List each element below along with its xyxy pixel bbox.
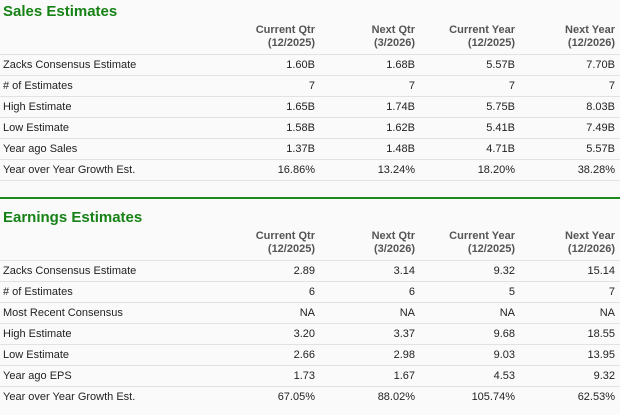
cell-value: 38.28% xyxy=(520,159,620,181)
cell-value: 1.73 xyxy=(200,365,320,387)
cell-value: 3.14 xyxy=(320,260,420,282)
table-row: Year over Year Growth Est. 67.05% 88.02%… xyxy=(0,386,620,407)
cell-value: 7.70B xyxy=(520,54,620,76)
cell-value: 67.05% xyxy=(200,386,320,407)
cell-value: 13.95 xyxy=(520,344,620,366)
earnings-estimates-title: Earnings Estimates xyxy=(3,209,143,226)
table-row: High Estimate 3.20 3.37 9.68 18.55 xyxy=(0,323,620,345)
row-label: # of Estimates xyxy=(0,75,200,97)
cell-value: 7 xyxy=(520,281,620,303)
cell-value: NA xyxy=(200,302,320,324)
table-row: # of Estimates 6 6 5 7 xyxy=(0,281,620,303)
cell-value: 1.68B xyxy=(320,54,420,76)
header-label-col xyxy=(0,24,200,55)
row-label: Year ago Sales xyxy=(0,138,200,160)
table-row: Year ago Sales 1.37B 1.48B 4.71B 5.57B xyxy=(0,138,620,160)
header-current-qtr: Current Qtr (12/2025) xyxy=(255,230,315,255)
cell-value: 2.66 xyxy=(200,344,320,366)
table-row: Low Estimate 2.66 2.98 9.03 13.95 xyxy=(0,344,620,366)
cell-value: 1.58B xyxy=(200,117,320,139)
row-label: High Estimate xyxy=(0,323,200,345)
cell-value: NA xyxy=(320,302,420,324)
earnings-estimates-table: Current Qtr (12/2025) Next Qtr (3/2026) Cu… xyxy=(0,230,620,407)
cell-value: 7.49B xyxy=(520,117,620,139)
table-row: Year ago EPS 1.73 1.67 4.53 9.32 xyxy=(0,365,620,387)
cell-value: 6 xyxy=(200,281,320,303)
table-row: # of Estimates 7 7 7 7 xyxy=(0,75,620,97)
cell-value: 1.37B xyxy=(200,138,320,160)
earnings-estimates-section: Earnings Estimates Current Qtr (12/2025) … xyxy=(0,208,620,407)
cell-value: 9.03 xyxy=(420,344,520,366)
section-divider xyxy=(0,197,620,199)
cell-value: 1.74B xyxy=(320,96,420,118)
row-label: Most Recent Consensus xyxy=(0,302,200,324)
sales-estimates-section: Sales Estimates Current Qtr (12/2025) Nex… xyxy=(0,2,620,181)
cell-value: 5.57B xyxy=(420,54,520,76)
row-label: Zacks Consensus Estimate xyxy=(0,54,200,76)
cell-value: 8.03B xyxy=(520,96,620,118)
header-next-year: Next Year (12/2026) xyxy=(565,24,615,49)
cell-value: 18.20% xyxy=(420,159,520,181)
sales-estimates-table: Current Qtr (12/2025) Next Qtr (3/2026) Cu… xyxy=(0,24,620,181)
row-label: Low Estimate xyxy=(0,117,200,139)
header-label-col xyxy=(0,230,200,261)
cell-value: 5 xyxy=(420,281,520,303)
cell-value: 1.67 xyxy=(320,365,420,387)
cell-value: 13.24% xyxy=(320,159,420,181)
cell-value: 7 xyxy=(200,75,320,97)
header-next-qtr: Next Qtr (3/2026) xyxy=(371,230,415,255)
cell-value: 6 xyxy=(320,281,420,303)
header-current-year: Current Year (12/2025) xyxy=(449,230,515,255)
table-row: Year over Year Growth Est. 16.86% 13.24%… xyxy=(0,159,620,181)
cell-value: 9.68 xyxy=(420,323,520,345)
table-row: Most Recent Consensus NA NA NA NA xyxy=(0,302,620,324)
row-label: High Estimate xyxy=(0,96,200,118)
cell-value: NA xyxy=(520,302,620,324)
row-label: Year over Year Growth Est. xyxy=(0,386,200,407)
cell-value: 1.65B xyxy=(200,96,320,118)
cell-value: 105.74% xyxy=(420,386,520,407)
row-label: Low Estimate xyxy=(0,344,200,366)
cell-value: 15.14 xyxy=(520,260,620,282)
table-row: Zacks Consensus Estimate 2.89 3.14 9.32 … xyxy=(0,260,620,282)
cell-value: 5.57B xyxy=(520,138,620,160)
row-label: Zacks Consensus Estimate xyxy=(0,260,200,282)
sales-estimates-title: Sales Estimates xyxy=(3,3,118,20)
cell-value: 2.89 xyxy=(200,260,320,282)
cell-value: 3.20 xyxy=(200,323,320,345)
cell-value: 9.32 xyxy=(520,365,620,387)
header-current-year: Current Year (12/2025) xyxy=(449,24,515,49)
cell-value: 3.37 xyxy=(320,323,420,345)
cell-value: 4.71B xyxy=(420,138,520,160)
row-label: Year over Year Growth Est. xyxy=(0,159,200,181)
cell-value: 2.98 xyxy=(320,344,420,366)
header-next-year: Next Year (12/2026) xyxy=(565,230,615,255)
cell-value: 5.41B xyxy=(420,117,520,139)
table-header-row: Current Qtr (12/2025) Next Qtr (3/2026) Cu… xyxy=(0,24,620,55)
cell-value: 9.32 xyxy=(420,260,520,282)
row-label: # of Estimates xyxy=(0,281,200,303)
cell-value: 88.02% xyxy=(320,386,420,407)
table-row: Low Estimate 1.58B 1.62B 5.41B 7.49B xyxy=(0,117,620,139)
cell-value: 1.60B xyxy=(200,54,320,76)
cell-value: 5.75B xyxy=(420,96,520,118)
cell-value: 1.48B xyxy=(320,138,420,160)
cell-value: 16.86% xyxy=(200,159,320,181)
table-header-row: Current Qtr (12/2025) Next Qtr (3/2026) Cu… xyxy=(0,230,620,261)
cell-value: 1.62B xyxy=(320,117,420,139)
cell-value: 62.53% xyxy=(520,386,620,407)
row-label: Year ago EPS xyxy=(0,365,200,387)
header-next-qtr: Next Qtr (3/2026) xyxy=(371,24,415,49)
table-row: Zacks Consensus Estimate 1.60B 1.68B 5.5… xyxy=(0,54,620,76)
cell-value: 18.55 xyxy=(520,323,620,345)
cell-value: 7 xyxy=(520,75,620,97)
header-current-qtr: Current Qtr (12/2025) xyxy=(255,24,315,49)
cell-value: 4.53 xyxy=(420,365,520,387)
cell-value: 7 xyxy=(420,75,520,97)
cell-value: NA xyxy=(420,302,520,324)
table-row: High Estimate 1.65B 1.74B 5.75B 8.03B xyxy=(0,96,620,118)
cell-value: 7 xyxy=(320,75,420,97)
